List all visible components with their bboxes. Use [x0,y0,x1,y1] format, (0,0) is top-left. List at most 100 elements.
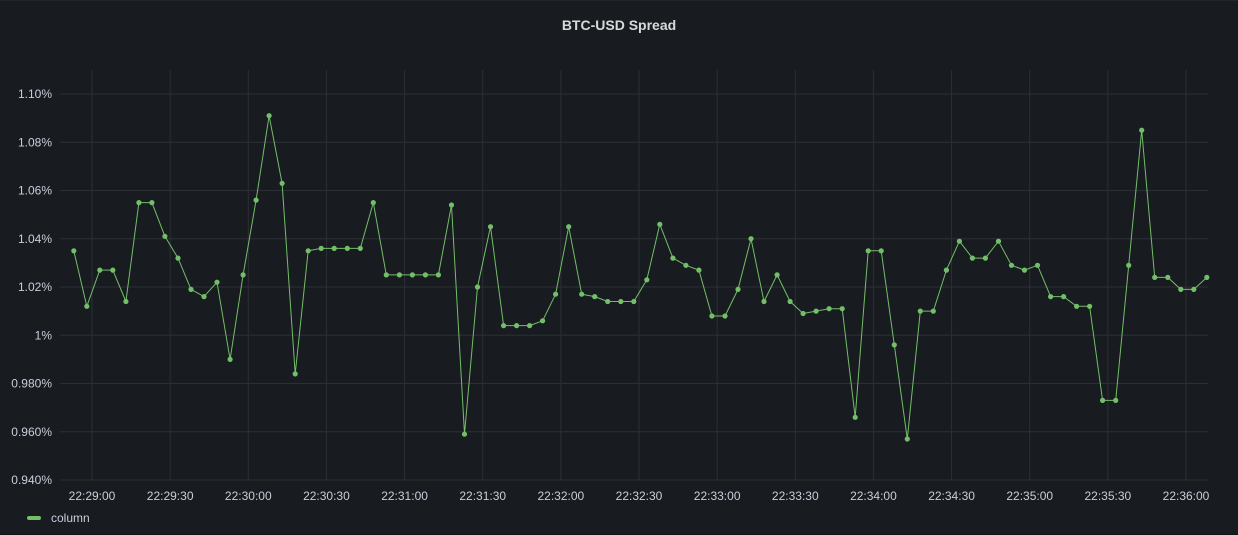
x-tick-label: 22:35:00 [1006,489,1053,503]
x-axis-tick-labels: 22:29:00 22:29:30 22:30:00 22:30:30 22:31:00… [69,489,1210,503]
data-point [657,221,663,227]
data-point [839,306,845,312]
data-point [1008,262,1015,268]
data-point [97,267,103,273]
data-point [592,294,598,300]
data-point [123,298,129,305]
data-point [1165,274,1171,280]
data-point [813,308,819,314]
data-point [435,272,441,278]
data-point [344,245,350,251]
x-tick-label: 22:36:00 [1163,489,1210,503]
data-point [136,200,142,206]
data-point [826,306,832,312]
data-point [670,255,676,261]
data-point [292,371,298,377]
data-point [930,308,936,314]
series-line-column [73,115,1208,440]
data-point [618,298,624,305]
data-point [735,286,741,292]
data-point [214,279,220,285]
data-point [279,180,285,186]
data-point [644,277,650,283]
data-point [774,272,780,278]
panel-title: BTC-USD Spread [561,17,677,33]
data-point [943,267,950,273]
data-point [1204,274,1210,280]
data-point [982,255,989,261]
data-point [722,313,728,319]
legend-swatch [27,516,41,520]
data-point [748,236,754,242]
data-point [579,291,585,297]
data-point [696,267,702,273]
data-point [1139,127,1145,133]
data-point [1048,294,1054,300]
data-point [357,245,363,251]
data-point [878,248,884,254]
data-point [175,255,181,261]
data-point [1191,286,1197,292]
y-axis-tick-labels: 0.940% 0.960% 0.980% 1% 1.02% 1.04% 1.06% 1.08%… [11,87,52,487]
data-point [904,436,910,442]
data-point [253,197,259,203]
data-point [891,342,897,348]
data-point [266,113,272,119]
data-point [709,313,715,319]
x-tick-label: 22:32:30 [616,489,663,503]
y-tick-label: 1% [35,328,53,342]
x-tick-label: 22:31:00 [381,489,428,503]
data-point [605,298,611,305]
data-point [995,238,1002,244]
x-tick-label: 22:31:30 [459,489,506,503]
x-tick-label: 22:33:30 [772,489,819,503]
x-tick-label: 22:34:30 [928,489,975,503]
y-tick-label: 0.980% [11,377,52,391]
data-point [1087,303,1093,309]
x-tick-label: 22:29:30 [147,489,194,503]
data-point [331,245,337,251]
data-point [409,272,415,278]
x-tick-label: 22:35:30 [1084,489,1131,503]
data-point [800,310,806,317]
data-point [1021,267,1028,273]
data-point [553,291,559,297]
data-point [84,303,90,309]
data-point [683,262,689,268]
y-tick-label: 1.10% [18,87,52,101]
x-tick-label: 22:34:00 [850,489,897,503]
data-point [318,245,324,251]
data-point [448,202,455,208]
y-tick-label: 0.960% [11,425,52,439]
data-point [787,298,793,305]
data-point [370,200,376,206]
data-point [852,414,858,420]
data-point [540,318,546,324]
y-tick-label: 1.02% [18,280,52,294]
legend-label: column [51,511,90,525]
data-point [240,272,246,278]
data-point [188,286,194,292]
data-point [1178,286,1184,292]
x-tick-label: 22:30:30 [303,489,350,503]
data-point [474,284,481,290]
data-point [305,248,311,254]
data-point [461,431,468,437]
data-point [501,323,507,329]
data-point [1074,303,1080,309]
x-gridlines [91,70,1187,480]
data-point [162,233,168,239]
data-point [865,248,871,254]
y-tick-label: 1.06% [18,184,52,198]
data-point [566,224,572,230]
data-point [110,267,116,273]
legend[interactable]: column [27,510,90,526]
data-point [396,272,402,278]
data-point [1126,262,1132,268]
x-tick-label: 22:29:00 [69,489,116,503]
y-tick-label: 1.04% [18,232,52,246]
data-point [149,200,155,206]
data-point [1113,397,1119,403]
